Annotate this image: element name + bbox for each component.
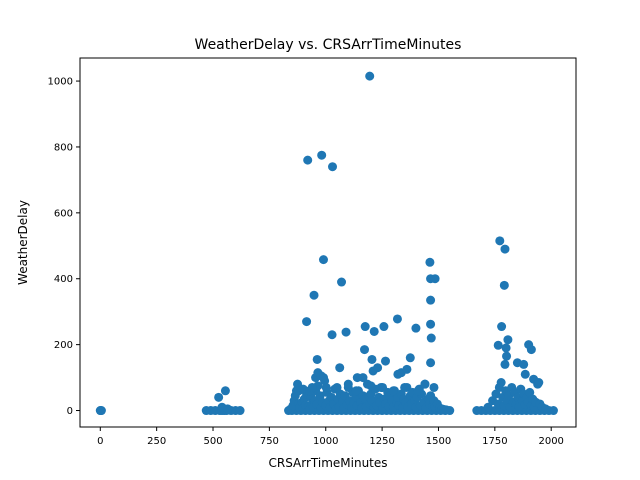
data-point	[335, 363, 345, 373]
data-point	[309, 290, 319, 300]
data-point	[429, 382, 439, 392]
data-point	[318, 255, 328, 265]
data-point	[411, 323, 421, 333]
data-point	[341, 327, 351, 337]
plot-frame	[79, 57, 577, 428]
data-point	[534, 378, 544, 388]
data-point	[420, 379, 430, 389]
y-axis-ticks: 0 200 400 600 800 1000	[48, 77, 80, 417]
data-point	[496, 378, 506, 388]
data-point	[497, 322, 507, 332]
data-point	[360, 322, 370, 332]
data-point	[317, 150, 327, 160]
data-point	[499, 280, 509, 290]
data-point	[358, 373, 368, 383]
data-point	[235, 406, 245, 416]
x-tick-label: 0	[97, 436, 103, 447]
data-point	[332, 382, 342, 392]
data-point	[493, 340, 503, 350]
data-point	[307, 382, 317, 392]
x-tick-label: 500	[203, 436, 222, 447]
data-point	[351, 386, 361, 396]
data-point	[369, 326, 379, 336]
data-point	[405, 353, 415, 363]
data-point	[321, 382, 331, 392]
data-point	[548, 406, 558, 416]
data-point	[520, 369, 530, 379]
data-point	[426, 319, 436, 329]
data-point	[302, 317, 312, 327]
data-point	[526, 345, 536, 355]
data-points	[95, 71, 558, 416]
data-point	[500, 244, 510, 254]
data-point	[426, 333, 436, 343]
data-point	[328, 162, 338, 172]
data-point	[519, 359, 529, 369]
data-point	[400, 382, 410, 392]
y-tick-label: 600	[54, 208, 73, 219]
data-point	[367, 354, 377, 364]
data-point	[220, 386, 230, 396]
x-axis-ticks: 0 250 500 750 1000 1250 1500 1750 2000	[97, 427, 564, 447]
y-tick-label: 200	[54, 340, 73, 351]
data-point	[366, 381, 376, 391]
data-point	[402, 364, 412, 374]
data-point	[343, 379, 353, 389]
data-point	[441, 405, 451, 415]
data-point	[360, 345, 370, 355]
x-tick-label: 2000	[538, 436, 563, 447]
y-tick-label: 1000	[48, 77, 73, 88]
x-tick-label: 1000	[313, 436, 338, 447]
data-point	[373, 363, 383, 373]
y-axis-label: WeatherDelay	[16, 200, 30, 285]
data-point	[483, 402, 493, 412]
data-point	[413, 386, 423, 396]
data-point	[503, 335, 513, 345]
x-tick-label: 250	[147, 436, 166, 447]
data-point	[426, 358, 436, 368]
data-point	[365, 71, 375, 81]
data-point	[327, 330, 337, 340]
x-tick-label: 750	[260, 436, 279, 447]
data-point	[214, 392, 224, 402]
x-axis-label: CRSArrTimeMinutes	[268, 456, 387, 470]
data-point	[392, 314, 402, 324]
data-point	[426, 295, 436, 305]
y-tick-label: 400	[54, 274, 73, 285]
data-point	[303, 155, 313, 165]
data-point	[501, 343, 511, 353]
data-point	[500, 359, 510, 369]
chart-title: WeatherDelay vs. CRSArrTimeMinutes	[195, 37, 462, 53]
data-point	[96, 406, 106, 416]
x-tick-label: 1250	[369, 436, 394, 447]
data-point	[380, 356, 390, 366]
data-point	[318, 373, 328, 383]
data-point	[337, 277, 347, 287]
x-tick-label: 1500	[426, 436, 451, 447]
y-tick-label: 0	[67, 406, 73, 417]
data-point	[430, 274, 440, 284]
data-point	[312, 354, 322, 364]
data-point	[425, 257, 435, 267]
data-point	[379, 322, 389, 332]
data-point	[495, 236, 505, 246]
data-point	[502, 351, 512, 361]
x-tick-label: 1750	[482, 436, 507, 447]
data-point	[223, 404, 233, 414]
data-point	[378, 382, 388, 392]
y-tick-label: 800	[54, 142, 73, 153]
data-point	[388, 386, 398, 396]
data-point	[541, 404, 551, 414]
